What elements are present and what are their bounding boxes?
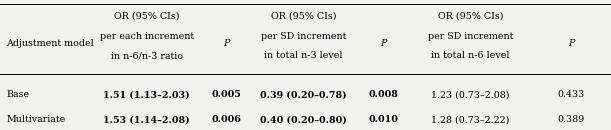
Text: P: P [380, 39, 386, 48]
Text: in n-6/n-3 ratio: in n-6/n-3 ratio [111, 51, 183, 60]
Text: Multivariate: Multivariate [6, 115, 65, 124]
Text: per SD increment: per SD increment [428, 32, 513, 41]
Text: P: P [568, 39, 574, 48]
Text: 0.40 (0.20–0.80): 0.40 (0.20–0.80) [260, 115, 347, 124]
Text: 0.006: 0.006 [211, 115, 241, 124]
Text: 0.010: 0.010 [368, 115, 398, 124]
Text: OR (95% CIs): OR (95% CIs) [114, 11, 180, 20]
Text: per SD increment: per SD increment [261, 32, 346, 41]
Text: 1.23 (0.73–2.08): 1.23 (0.73–2.08) [431, 90, 510, 99]
Text: per each increment: per each increment [100, 32, 194, 41]
Text: Adjustment model: Adjustment model [6, 39, 94, 48]
Text: 1.28 (0.73–2.22): 1.28 (0.73–2.22) [431, 115, 510, 124]
Text: Base: Base [6, 90, 29, 99]
Text: in total n-6 level: in total n-6 level [431, 51, 510, 60]
Text: 0.433: 0.433 [558, 90, 585, 99]
Text: 1.53 (1.14–2.08): 1.53 (1.14–2.08) [103, 115, 190, 124]
Text: in total n-3 level: in total n-3 level [265, 51, 343, 60]
Text: 0.005: 0.005 [211, 90, 241, 99]
Text: 0.389: 0.389 [558, 115, 585, 124]
Text: OR (95% CIs): OR (95% CIs) [271, 11, 337, 20]
Text: 0.39 (0.20–0.78): 0.39 (0.20–0.78) [260, 90, 347, 99]
Text: P: P [223, 39, 229, 48]
Text: 0.008: 0.008 [368, 90, 398, 99]
Text: OR (95% CIs): OR (95% CIs) [437, 11, 503, 20]
Text: 1.51 (1.13–2.03): 1.51 (1.13–2.03) [103, 90, 190, 99]
